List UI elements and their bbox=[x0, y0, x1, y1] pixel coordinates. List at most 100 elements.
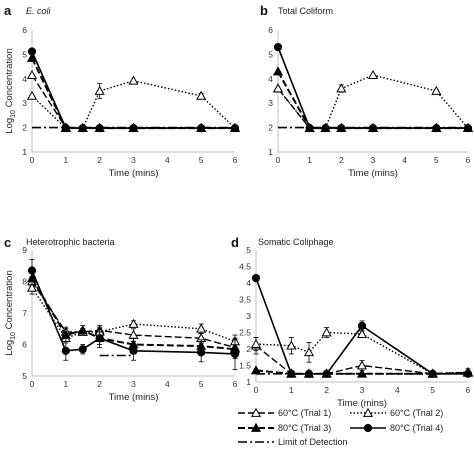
series-t2 bbox=[272, 69, 474, 132]
x-tick-label: 0 bbox=[254, 385, 259, 395]
data-point-t2 bbox=[128, 318, 139, 328]
y-tick-label: 9 bbox=[22, 245, 27, 255]
data-point-t2 bbox=[94, 85, 105, 95]
y-tick-label: 5 bbox=[246, 245, 251, 255]
data-point-t4 bbox=[61, 346, 70, 355]
data-point-t4 bbox=[230, 349, 240, 359]
data-point-t4 bbox=[273, 42, 283, 52]
y-tick-label: 2 bbox=[268, 123, 273, 133]
x-tick-label: 2 bbox=[97, 379, 102, 389]
legend: 60°C (Trial 1) 60°C (Trial 2) 80°C (Trial … bbox=[238, 407, 443, 447]
y-tick-label: 1 bbox=[268, 147, 273, 157]
y-tick-label: 2.5 bbox=[239, 328, 251, 338]
data-point-t2 bbox=[196, 90, 207, 100]
y-tick-label: 5 bbox=[22, 371, 27, 381]
x-tick-label: 6 bbox=[466, 385, 471, 395]
x-axis-label: Time (mins) bbox=[348, 168, 398, 179]
y-tick-label: 3 bbox=[246, 311, 251, 321]
x-tick-label: 2 bbox=[324, 385, 329, 395]
legend-entry-t2: 60°C (Trial 2) bbox=[350, 407, 443, 418]
legend-label: 60°C (Trial 2) bbox=[390, 408, 443, 418]
x-axis-label: Time (mins) bbox=[337, 398, 387, 409]
y-tick-label: 6 bbox=[22, 25, 27, 35]
data-point-t2 bbox=[321, 327, 332, 337]
series-t4 bbox=[27, 259, 240, 371]
series-line-t4 bbox=[277, 46, 468, 129]
x-tick-label: 5 bbox=[434, 155, 439, 165]
x-tick-label: 5 bbox=[430, 385, 435, 395]
data-point-t4 bbox=[27, 47, 37, 56]
legend-label: 60°C (Trial 1) bbox=[278, 408, 331, 418]
y-tick-label: 1 bbox=[246, 377, 251, 387]
x-tick-label: 4 bbox=[395, 385, 400, 395]
data-point-t1 bbox=[26, 69, 38, 79]
series-t3 bbox=[26, 52, 241, 132]
x-tick-label: 6 bbox=[233, 155, 238, 165]
legend-label: 80°C (Trial 3) bbox=[278, 423, 331, 433]
data-point-t2 bbox=[272, 83, 284, 93]
x-tick-label: 1 bbox=[307, 155, 312, 165]
legend-entry-lod: Limit of Detection bbox=[238, 437, 348, 447]
data-point-t4 bbox=[129, 346, 138, 355]
series-line-t3 bbox=[31, 57, 235, 130]
data-point-t3 bbox=[60, 329, 71, 339]
legend-label: Limit of Detection bbox=[278, 437, 348, 447]
x-axis-label: Time (mins) bbox=[109, 392, 159, 403]
y-tick-label: 4 bbox=[268, 74, 273, 84]
panel-c: c Heterotrophic bacteria 0 1 2 3 4 5 6 5 6 7 8 9 Time … bbox=[4, 235, 241, 403]
x-tick-label: 6 bbox=[466, 155, 471, 165]
data-point-t2 bbox=[367, 69, 379, 79]
data-point-t2 bbox=[26, 282, 38, 292]
y-tick-label: 3 bbox=[22, 98, 27, 108]
y-tick-label: 7 bbox=[22, 308, 27, 318]
x-tick-label: 3 bbox=[360, 385, 365, 395]
y-tick-label: 4 bbox=[22, 74, 27, 84]
panel-title: Somatic Coliphage bbox=[258, 237, 334, 247]
data-point-t2 bbox=[356, 328, 368, 339]
y-tick-label: 3 bbox=[268, 98, 273, 108]
data-point-t3 bbox=[77, 325, 88, 335]
data-point-t2 bbox=[286, 340, 297, 350]
x-tick-label: 1 bbox=[63, 155, 68, 165]
y-axis-label: Log10 Concentration bbox=[4, 48, 17, 133]
data-point-t2 bbox=[303, 347, 315, 357]
x-tick-label: 0 bbox=[30, 379, 35, 389]
x-tick-label: 1 bbox=[63, 379, 68, 389]
data-point-t1 bbox=[356, 360, 368, 370]
x-tick-label: 3 bbox=[371, 155, 376, 165]
data-point-t4 bbox=[78, 345, 87, 354]
panel-letter: c bbox=[4, 235, 11, 250]
legend-label: 80°C (Trial 4) bbox=[390, 423, 443, 433]
data-point-t3 bbox=[272, 66, 284, 76]
panel-letter: d bbox=[231, 235, 239, 250]
y-tick-label: 5 bbox=[22, 49, 27, 59]
data-point-t4 bbox=[197, 348, 206, 357]
panel-title: Total Coliform bbox=[278, 6, 333, 16]
data-point-t2 bbox=[26, 90, 38, 100]
y-tick-label: 5 bbox=[268, 49, 273, 59]
data-point-t4 bbox=[357, 321, 367, 330]
x-tick-label: 0 bbox=[276, 155, 281, 165]
data-point-t4 bbox=[251, 273, 261, 283]
y-tick-label: 6 bbox=[268, 25, 273, 35]
y-tick-label: 4.5 bbox=[239, 262, 251, 272]
data-point-t2 bbox=[250, 338, 262, 348]
data-point-t2 bbox=[128, 75, 139, 85]
data-point-t4 bbox=[27, 266, 37, 275]
y-tick-label: 2 bbox=[22, 123, 27, 133]
x-tick-label: 4 bbox=[165, 379, 170, 389]
panel-title: Heterotrophic bacteria bbox=[26, 237, 115, 247]
x-axis-label: Time (mins) bbox=[109, 168, 159, 179]
y-tick-label: 1.5 bbox=[239, 361, 251, 371]
x-tick-label: 6 bbox=[233, 379, 238, 389]
x-tick-label: 2 bbox=[339, 155, 344, 165]
legend-entry-t4: 80°C (Trial 4) bbox=[350, 423, 443, 433]
legend-marker bbox=[250, 422, 262, 432]
legend-entry-t1: 60°C (Trial 1) bbox=[238, 407, 331, 418]
y-tick-label: 8 bbox=[22, 277, 27, 287]
x-tick-label: 3 bbox=[131, 155, 136, 165]
